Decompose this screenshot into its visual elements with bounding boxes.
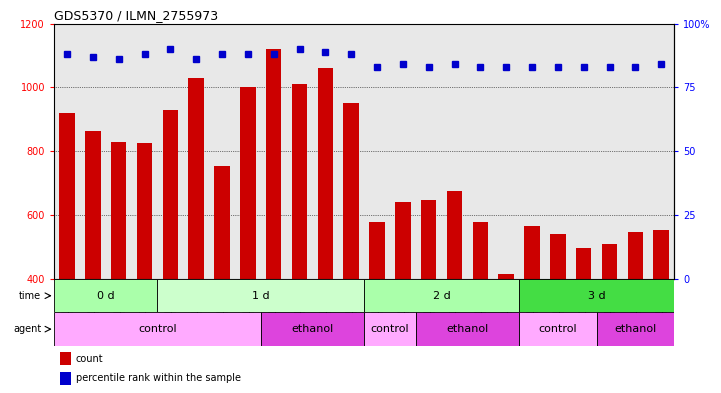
Text: 0 d: 0 d — [97, 291, 115, 301]
Bar — [111, 142, 126, 279]
Text: percentile rank within the sample: percentile rank within the sample — [76, 373, 241, 383]
Bar — [627, 232, 643, 279]
Bar — [162, 110, 178, 279]
Bar — [596, 312, 674, 346]
Bar — [214, 166, 230, 279]
Bar — [447, 191, 462, 279]
Bar — [602, 244, 617, 279]
Text: ethanol: ethanol — [446, 324, 489, 334]
Bar — [421, 200, 436, 279]
Bar — [266, 49, 281, 279]
Text: GDS5370 / ILMN_2755973: GDS5370 / ILMN_2755973 — [54, 9, 218, 22]
Text: agent: agent — [13, 324, 41, 334]
Bar — [576, 248, 591, 279]
Text: time: time — [19, 291, 41, 301]
Bar — [54, 312, 261, 346]
Bar — [261, 312, 364, 346]
Bar — [653, 230, 669, 279]
Text: control: control — [138, 324, 177, 334]
Bar — [550, 234, 566, 279]
Bar — [369, 222, 385, 279]
Bar — [416, 312, 519, 346]
Bar — [472, 222, 488, 279]
Bar — [364, 279, 519, 312]
Text: ethanol: ethanol — [291, 324, 334, 334]
Text: 3 d: 3 d — [588, 291, 606, 301]
Bar — [59, 113, 75, 279]
Bar — [519, 279, 674, 312]
Bar — [157, 279, 364, 312]
Bar — [343, 103, 359, 279]
Bar — [395, 202, 410, 279]
Bar — [292, 84, 307, 279]
Text: ethanol: ethanol — [614, 324, 657, 334]
Text: 2 d: 2 d — [433, 291, 451, 301]
Bar — [137, 143, 152, 279]
Bar — [54, 279, 157, 312]
Text: control: control — [371, 324, 410, 334]
Text: control: control — [539, 324, 578, 334]
Bar — [498, 274, 514, 279]
Bar — [61, 352, 71, 365]
Bar — [85, 130, 100, 279]
Bar — [240, 87, 255, 279]
Bar — [524, 226, 540, 279]
Bar — [61, 372, 71, 385]
Bar — [519, 312, 597, 346]
Bar — [188, 78, 204, 279]
Bar — [317, 68, 333, 279]
Text: 1 d: 1 d — [252, 291, 270, 301]
Text: count: count — [76, 354, 103, 364]
Bar — [364, 312, 416, 346]
